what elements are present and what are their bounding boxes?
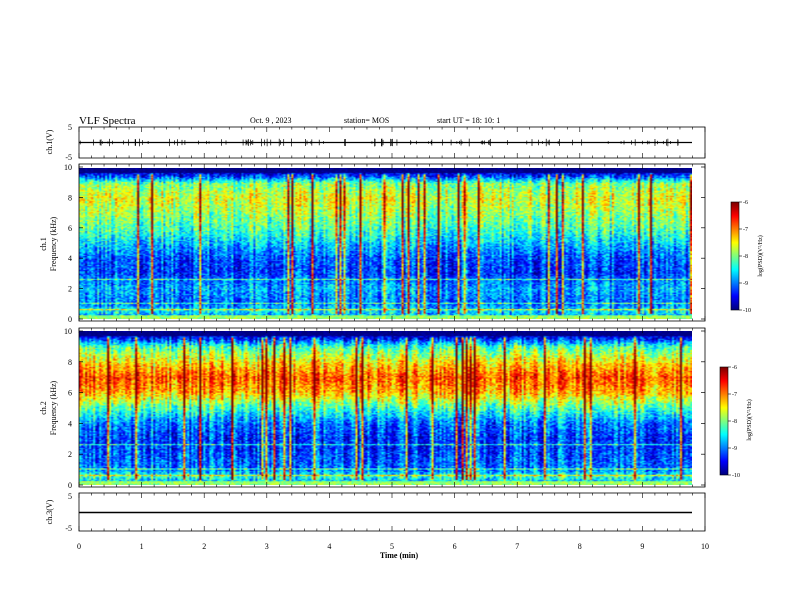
ch3-ytick-bottom: -5 <box>65 524 72 533</box>
ch2-spec-ylabel-channel: ch.2 <box>39 401 48 415</box>
time-tick-label: 4 <box>327 542 331 551</box>
ch1-waveform-panel: 5 -5 ch.1(V) <box>45 123 706 162</box>
ch2-spectrogram-image <box>79 331 692 485</box>
ch1-spectrogram-panel: 0 2 4 6 8 10 ch.1 Frequency (kHz) <box>39 163 706 324</box>
ch1-colorbar-tick-label: -10 <box>743 308 751 314</box>
ch1-spec-ylabel-channel: ch.1 <box>39 237 48 251</box>
ch1-ytick-label: 0 <box>68 315 72 324</box>
header-station: station= MOS <box>344 116 389 125</box>
ch1-ytick-bottom: -5 <box>65 153 72 162</box>
ch1-spec-ylabel-freq: Frequency (kHz) <box>49 216 58 271</box>
ch3-waveform-panel: 5 -5 ch.3(V) <box>45 492 706 533</box>
ch2-ytick-label: 6 <box>68 389 72 398</box>
time-tick-label: 5 <box>390 542 394 551</box>
ch2-colorbar-gradient <box>720 367 728 475</box>
ch1-colorbar-tick-label: -8 <box>743 254 748 260</box>
ch3-ytick-top: 5 <box>68 492 72 501</box>
ch1-ytick-top: 5 <box>68 123 72 132</box>
ch1-spec-yticks: 0 2 4 6 8 10 <box>64 163 705 324</box>
ch1-ytick-label: 6 <box>68 224 72 233</box>
ch1-colorbar-tick-label: -9 <box>743 281 748 287</box>
header-start-time: start UT = 18: 10: 1 <box>437 116 500 125</box>
ch1-colorbar-ticks: -6 -7 -8 -9 -10 <box>739 200 751 314</box>
time-axis-label: Time (min) <box>380 551 419 560</box>
ch2-colorbar-tick-label: -8 <box>732 419 737 425</box>
time-axis-labels: 0 1 2 3 4 5 6 7 8 9 10 <box>77 542 709 551</box>
time-tick-label: 9 <box>640 542 644 551</box>
ch2-ytick-label: 10 <box>64 327 72 336</box>
time-tick-label: 10 <box>701 542 709 551</box>
time-tick-label: 6 <box>453 542 457 551</box>
ch1-colorbar-label: log(PSD)(V²/Hz) <box>757 235 764 276</box>
time-tick-label: 8 <box>578 542 582 551</box>
header: VLF Spectra Oct. 9 , 2023 station= MOS s… <box>79 115 500 127</box>
time-tick-label: 3 <box>265 542 269 551</box>
ch2-ytick-label: 0 <box>68 481 72 490</box>
ch1-waveform-spikes <box>79 138 679 147</box>
ch1-colorbar-tick-label: -7 <box>743 227 748 233</box>
ch1-colorbar: -6 -7 -8 -9 -10 log(PSD)(V²/Hz) <box>730 200 764 314</box>
ch2-colorbar-label: log(PSD)(V²/Hz) <box>746 399 753 440</box>
ch1-ytick-label: 2 <box>68 285 72 294</box>
time-axis-ticks <box>78 127 706 531</box>
ch1-colorbar-gradient <box>731 202 739 310</box>
ch2-colorbar-ticks: -6 -7 -8 -9 -10 <box>728 365 740 479</box>
ch2-ytick-label: 8 <box>68 358 72 367</box>
ch2-spec-yticks: 0 2 4 6 8 10 <box>64 327 705 490</box>
ch3-waveform-ylabel: ch.3(V) <box>45 499 54 524</box>
time-tick-label: 1 <box>140 542 144 551</box>
figure-title: VLF Spectra <box>79 115 136 127</box>
ch2-ytick-label: 2 <box>68 450 72 459</box>
ch2-ytick-label: 4 <box>68 419 72 428</box>
ch2-spectrogram-panel: 0 2 4 6 8 10 ch.2 Frequency (kHz) <box>39 327 706 490</box>
ch1-ytick-label: 4 <box>68 254 72 263</box>
ch1-spectrogram-image <box>79 168 692 319</box>
time-tick-label: 7 <box>515 542 519 551</box>
ch2-colorbar: -6 -7 -8 -9 -10 log(PSD)(V²/Hz) <box>719 365 753 479</box>
ch1-colorbar-tick-label: -6 <box>743 200 748 206</box>
ch1-ytick-label: 10 <box>64 163 72 172</box>
ch2-colorbar-tick-label: -6 <box>732 365 737 371</box>
ch1-waveform-ylabel: ch.1(V) <box>45 129 54 154</box>
time-tick-label: 2 <box>202 542 206 551</box>
ch2-colorbar-tick-label: -9 <box>732 446 737 452</box>
ch2-spec-ylabel-freq: Frequency (kHz) <box>49 380 58 435</box>
ch2-colorbar-tick-label: -7 <box>732 392 737 398</box>
header-date: Oct. 9 , 2023 <box>250 116 292 125</box>
time-tick-label: 0 <box>77 542 81 551</box>
ch1-ytick-label: 8 <box>68 193 72 202</box>
ch2-colorbar-tick-label: -10 <box>732 473 740 479</box>
